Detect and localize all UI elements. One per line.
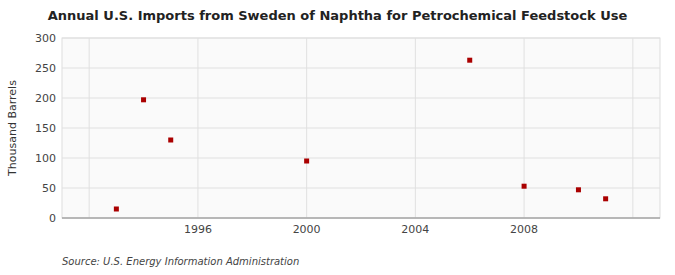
x-grid-line xyxy=(632,38,633,218)
point xyxy=(576,187,581,192)
y-tick-label: 150 xyxy=(35,122,56,135)
x-tick-label: 2000 xyxy=(293,223,321,236)
y-axis-label: Thousand Barrels xyxy=(6,80,19,177)
y-grid-line xyxy=(62,98,660,99)
source: Source: U.S. Energy Information Administ… xyxy=(62,256,299,267)
point xyxy=(522,184,527,189)
x-grid-line xyxy=(415,38,416,218)
x-grid-line xyxy=(306,38,307,218)
x-tick-label: 1996 xyxy=(184,223,212,236)
x-grid-line xyxy=(89,38,90,218)
y-grid-line xyxy=(62,38,660,39)
y-tick-label: 300 xyxy=(35,32,56,45)
x-grid-line xyxy=(197,38,198,218)
title: Annual U.S. Imports from Sweden of Napht… xyxy=(48,8,628,23)
y-grid-line xyxy=(62,158,660,159)
y-grid-line xyxy=(62,68,660,69)
y-tick-label: 50 xyxy=(42,182,56,195)
y-tick-label: 200 xyxy=(35,92,56,105)
y-tick-label: 0 xyxy=(49,212,56,225)
point xyxy=(141,97,146,102)
y-tick-label: 100 xyxy=(35,152,56,165)
point xyxy=(304,159,309,164)
y-grid-line xyxy=(62,128,660,129)
y-tick-label: 250 xyxy=(35,62,56,75)
point xyxy=(114,207,119,212)
x-tick-label: 2008 xyxy=(510,223,538,236)
y-grid-line xyxy=(62,218,660,219)
point xyxy=(603,196,608,201)
x-tick-label: 2004 xyxy=(401,223,429,236)
y-grid-line xyxy=(62,188,660,189)
point xyxy=(467,58,472,63)
chart: 0 50 100 150 200 250 300 1996 2000 2004 2008 Annual… xyxy=(0,0,675,275)
plot-area xyxy=(62,38,660,218)
x-axis-line xyxy=(62,218,660,219)
x-grid-line xyxy=(524,38,525,218)
point xyxy=(168,138,173,143)
points xyxy=(114,58,608,212)
